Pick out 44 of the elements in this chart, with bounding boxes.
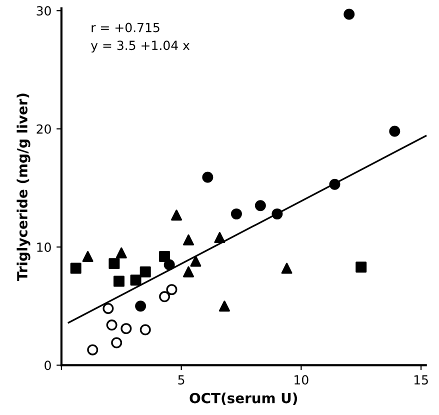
point	[120, 323, 132, 334]
point	[218, 300, 230, 312]
point	[111, 337, 122, 348]
point	[108, 258, 120, 270]
point	[202, 172, 214, 183]
point	[230, 208, 242, 220]
y-tick-label: 0	[44, 360, 51, 370]
point	[183, 234, 194, 246]
y-tick-label: 20	[36, 124, 51, 134]
point	[171, 210, 182, 221]
x-tick-label: 5	[178, 375, 184, 385]
point	[344, 8, 355, 20]
y-tick-label: 30	[36, 6, 51, 16]
point	[135, 300, 146, 312]
point	[190, 256, 202, 267]
point	[164, 259, 175, 270]
point	[183, 266, 194, 278]
point	[389, 126, 400, 137]
annotation: r = +0.715	[92, 22, 160, 32]
y-tick-label: 10	[37, 242, 51, 252]
point	[356, 262, 367, 273]
point	[159, 250, 170, 262]
x-tick-label: 15	[414, 375, 428, 385]
point	[254, 200, 266, 212]
point	[166, 284, 178, 296]
point	[140, 266, 151, 278]
point	[114, 276, 124, 287]
point	[329, 178, 340, 190]
y-axis-title: Triglyceride (mg/g liver)	[16, 94, 30, 281]
point	[87, 344, 98, 356]
point	[82, 250, 94, 262]
point	[281, 262, 292, 274]
x-axis-title: OCT(serum U)	[190, 392, 298, 405]
point	[106, 320, 118, 331]
annotation: y = 3.5 +1.04 x	[90, 40, 190, 53]
point	[130, 274, 142, 286]
x-tick-label: 10	[294, 375, 308, 385]
point	[159, 291, 170, 302]
point	[102, 302, 114, 314]
point	[214, 232, 226, 244]
point	[70, 262, 82, 274]
point	[140, 324, 151, 336]
point	[116, 247, 127, 258]
point	[272, 208, 283, 220]
